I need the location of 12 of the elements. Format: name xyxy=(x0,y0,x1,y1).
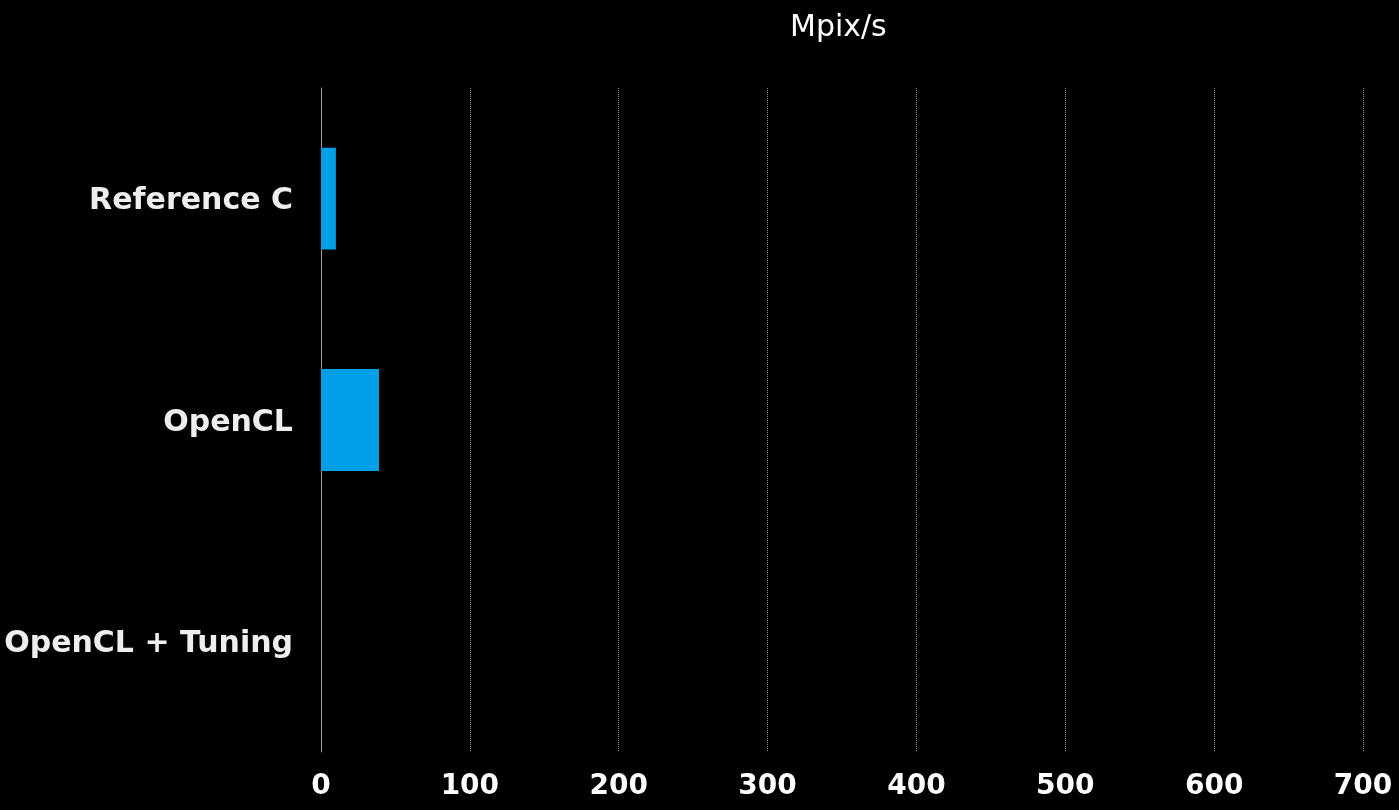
x-tick-label: 700 xyxy=(1333,767,1393,801)
y-tick-label: Reference C xyxy=(89,181,293,217)
x-tick-label: 200 xyxy=(589,767,648,801)
x-axis-title: Mpix/s xyxy=(790,7,887,43)
x-tick-label: 100 xyxy=(440,767,500,801)
x-tick-label: 500 xyxy=(1036,767,1095,801)
y-tick-label: OpenCL xyxy=(163,402,293,438)
x-tick-label: 300 xyxy=(738,767,797,801)
y-tick-label: OpenCL + Tuning xyxy=(4,623,293,659)
x-tick-label: 400 xyxy=(887,767,946,801)
x-tick-label: 0 xyxy=(311,767,331,801)
x-tick-label: 600 xyxy=(1184,767,1244,801)
